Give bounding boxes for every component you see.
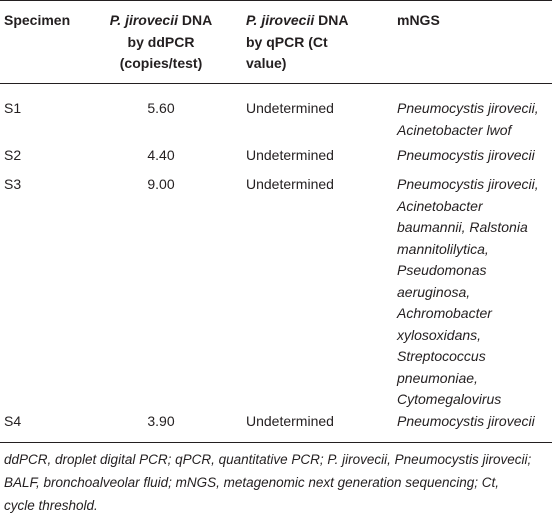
header-ddpcr-line2: by ddPCR [127, 33, 195, 50]
header-qpcr-species: P. jirovecii [246, 12, 315, 28]
cell-qpcr: Undetermined [246, 147, 334, 163]
table-top-rule [0, 0, 552, 1]
cell-qpcr: Undetermined [246, 100, 334, 116]
cell-mngs: Pneumocystis jirovecii, Acinetobacter lw… [397, 98, 539, 141]
cell-ddpcr: 9.00 [147, 176, 175, 192]
mngs-line: pneumoniae, [397, 369, 478, 386]
header-qpcr-line3: value) [246, 55, 287, 71]
mngs-line: Pseudomonas [397, 262, 487, 278]
mngs-line: aeruginosa, [397, 283, 471, 300]
table-footnote: ddPCR, droplet digital PCR; qPCR, quanti… [4, 448, 552, 517]
header-ddpcr-species: P. jirovecii [109, 12, 178, 28]
cell-specimen: S1 [4, 100, 22, 116]
mngs-line: Pneumocystis jirovecii [397, 147, 535, 163]
mngs-line: xylosoxidans, [397, 326, 482, 343]
cell-ddpcr: 3.90 [147, 413, 175, 429]
table-bottom-rule [0, 442, 552, 443]
mngs-line: Acinetobacter [397, 197, 483, 214]
cell-mngs: Pneumocystis jirovecii [397, 411, 535, 433]
footnote-line: ddPCR, droplet digital PCR; qPCR, quanti… [4, 452, 532, 467]
header-qpcr-line2: by qPCR (Ct [246, 33, 328, 50]
cell-specimen: S2 [4, 147, 22, 163]
footnote-line: cycle threshold. [4, 498, 98, 513]
mngs-line: Pneumocystis jirovecii, [397, 176, 539, 192]
cell-qpcr: Undetermined [246, 176, 334, 192]
header-qpcr-rest: DNA [314, 12, 349, 28]
mngs-line: Achromobacter [397, 305, 492, 321]
cell-qpcr: Undetermined [246, 413, 334, 429]
header-qpcr: P. jirovecii DNA by qPCR (Ct value) [246, 10, 386, 75]
header-ddpcr-line3: (copies/test) [119, 55, 203, 71]
mngs-line: Pneumocystis jirovecii, [397, 100, 539, 116]
footnote-line: BALF, bronchoalveolar fluid; mNGS, metag… [4, 475, 500, 490]
cell-specimen: S3 [4, 176, 22, 192]
header-ddpcr-rest: DNA [178, 12, 213, 28]
cell-ddpcr: 4.40 [147, 147, 175, 163]
mngs-line: mannitolilytica, [397, 240, 489, 257]
mngs-line: Streptococcus [397, 348, 486, 364]
table-header-rule [0, 83, 552, 84]
mngs-line: baumannii, Ralstonia [397, 219, 528, 235]
mngs-line: Cytomegalovirus [397, 391, 502, 407]
cell-specimen: S4 [4, 413, 22, 429]
header-mngs: mNGS [397, 12, 440, 28]
cell-mngs: Pneumocystis jirovecii, Acinetobacter ba… [397, 174, 539, 411]
cell-ddpcr: 5.60 [147, 100, 175, 116]
header-specimen: Specimen [4, 12, 71, 28]
cell-mngs: Pneumocystis jirovecii [397, 145, 535, 167]
mngs-line: Pneumocystis jirovecii [397, 413, 535, 429]
mngs-line: Acinetobacter lwof [397, 121, 512, 138]
header-ddpcr: P. jirovecii DNA by ddPCR (copies/test) [100, 10, 222, 75]
